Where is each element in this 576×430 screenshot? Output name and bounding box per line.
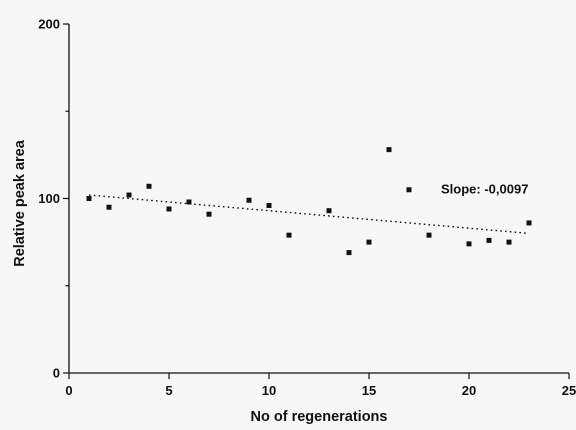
data-point-5	[166, 206, 172, 212]
y-tick-label-100: 100	[38, 191, 60, 206]
slope-annotation: Slope: -0,0097	[441, 181, 528, 196]
data-point-16	[426, 232, 432, 238]
data-point-6	[186, 199, 192, 205]
data-point-18	[486, 237, 492, 243]
data-point-3	[126, 192, 132, 198]
y-tick-label-0: 0	[53, 366, 60, 381]
data-point-2	[106, 204, 112, 210]
data-point-8	[246, 197, 252, 203]
x-tick-label-10: 10	[262, 383, 276, 398]
axes	[68, 24, 569, 374]
trendline	[88, 194, 530, 235]
y-axis-title: Relative peak area	[12, 139, 28, 266]
x-tick-label-15: 15	[362, 383, 376, 398]
x-ticks: 0 5 10 15 20 25	[65, 373, 576, 398]
y-ticks: 0 100 200	[38, 17, 69, 381]
y-tick-label-200: 200	[38, 17, 60, 32]
data-point-20	[526, 220, 532, 226]
data-point-9	[266, 202, 272, 208]
x-tick-label-25: 25	[562, 383, 576, 398]
x-tick-label-20: 20	[462, 383, 476, 398]
data-point-15	[406, 187, 412, 193]
data-point-11	[326, 208, 332, 214]
data-point-4	[146, 183, 152, 189]
data-point-7	[206, 211, 212, 217]
data-point-10	[286, 232, 292, 238]
data-point-12	[346, 250, 352, 256]
data-point-13	[366, 239, 372, 245]
data-points	[86, 147, 532, 256]
data-point-1	[86, 196, 92, 201]
data-point-17	[466, 241, 472, 247]
x-tick-label-5: 5	[165, 383, 172, 398]
data-point-19	[506, 239, 512, 245]
x-axis-title: No of regenerations	[251, 409, 388, 425]
x-tick-label-0: 0	[65, 383, 72, 398]
data-point-14	[386, 147, 392, 153]
